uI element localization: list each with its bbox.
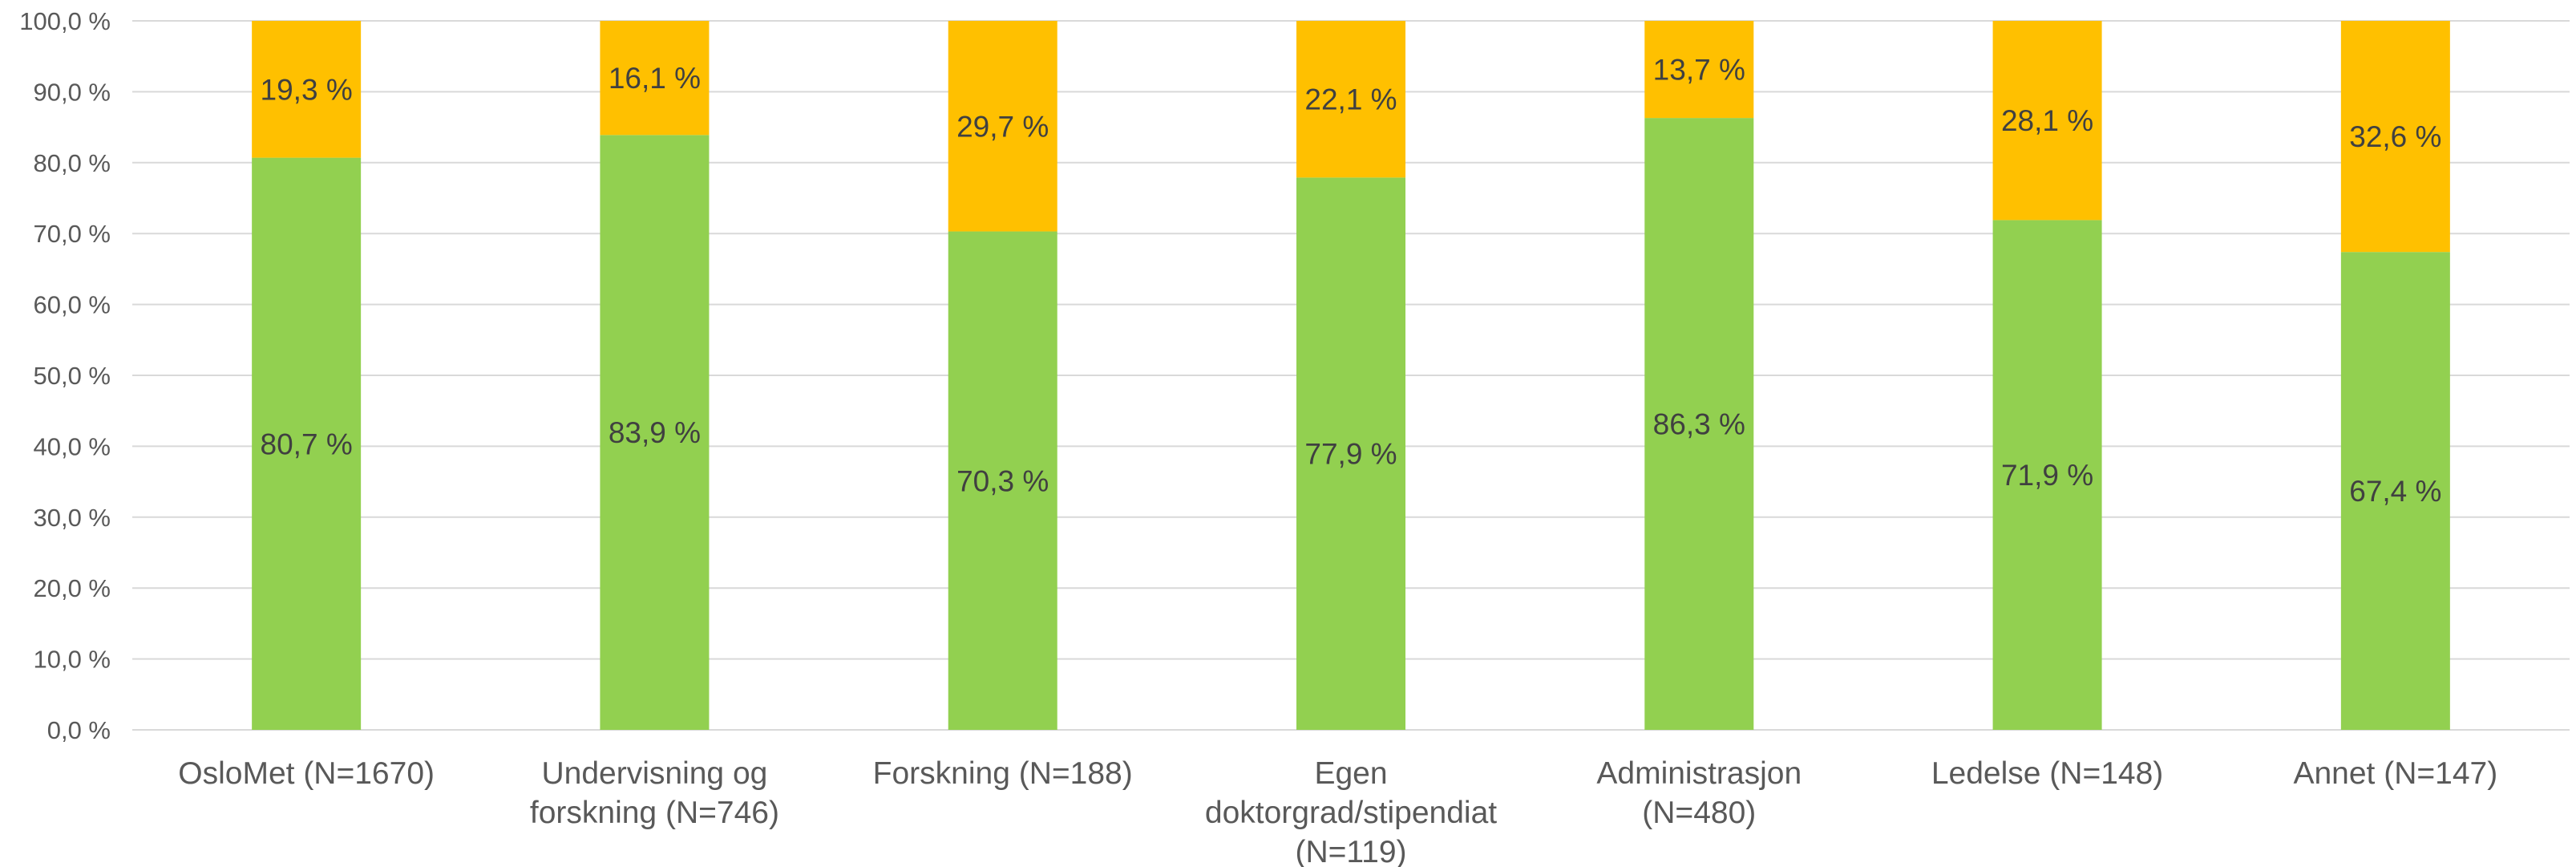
y-tick-label: 100,0 %: [19, 7, 111, 35]
data-label: 80,7 %: [261, 427, 353, 460]
data-label: 22,1 %: [1304, 83, 1397, 116]
bars: [252, 21, 2450, 731]
data-label: 86,3 %: [1653, 408, 1745, 441]
bar-segment-green: [948, 231, 1057, 731]
y-tick-label: 30,0 %: [33, 504, 111, 532]
data-label: 29,7 %: [956, 110, 1049, 143]
x-category-label: Egen: [1314, 756, 1387, 791]
bar-segment-green: [1992, 220, 2102, 730]
bar-segment-orange: [1992, 21, 2102, 221]
y-tick-label: 50,0 %: [33, 362, 111, 390]
bar-segment-green: [1644, 118, 1754, 730]
y-tick-label: 40,0 %: [33, 432, 111, 460]
x-category-label: doktorgrad/stipendiat: [1205, 796, 1497, 830]
y-tick-label: 10,0 %: [33, 646, 111, 674]
x-category-label: (N=480): [1642, 796, 1756, 830]
x-category-label: Ledelse (N=148): [1931, 756, 2163, 791]
x-category-label: Annet (N=147): [2293, 756, 2497, 791]
bar-segment-orange: [948, 21, 1057, 232]
bar-segment-orange: [600, 21, 710, 136]
data-label: 19,3 %: [261, 73, 353, 106]
bar-segment-orange: [1644, 21, 1754, 119]
x-category-label: forskning (N=746): [530, 796, 779, 830]
x-category-label: Undervisning og: [542, 756, 768, 791]
y-tick-label: 70,0 %: [33, 220, 111, 248]
y-tick-label: 0,0 %: [47, 716, 111, 744]
data-label: 16,1 %: [609, 62, 701, 95]
data-labels: 80,7 % 19,3 % 83,9 % 16,1 % 70,3 % 29,7 % 77,9…: [261, 54, 2442, 508]
data-label: 77,9 %: [1304, 438, 1397, 471]
data-label: 83,9 %: [609, 416, 701, 449]
x-axis-categories: OsloMet (N=1670) Undervisning og forskning…: [178, 756, 2497, 867]
y-tick-label: 80,0 %: [33, 149, 111, 177]
y-tick-label: 60,0 %: [33, 291, 111, 319]
bar-segment-green: [252, 157, 362, 730]
x-category-label: Administrasjon: [1596, 756, 1802, 791]
bar-segment-green: [600, 135, 710, 731]
bar-segment-orange: [252, 21, 362, 158]
y-tick-label: 90,0 %: [33, 78, 111, 106]
data-label: 13,7 %: [1653, 54, 1745, 87]
data-label: 67,4 %: [2349, 475, 2441, 508]
y-axis-ticks: 0,0 % 10,0 % 20,0 % 30,0 % 40,0 % 50,0 % 60,0 …: [19, 7, 111, 744]
bar-segment-green: [2340, 252, 2450, 731]
y-tick-label: 20,0 %: [33, 574, 111, 602]
data-label: 28,1 %: [2001, 104, 2093, 137]
data-label: 71,9 %: [2001, 459, 2093, 492]
data-label: 70,3 %: [956, 464, 1049, 497]
x-category-label: OsloMet (N=1670): [178, 756, 435, 791]
x-category-label: (N=119): [1295, 835, 1406, 867]
data-label: 32,6 %: [2349, 120, 2441, 153]
bar-segment-orange: [1296, 21, 1405, 178]
bar-segment-green: [1296, 177, 1405, 730]
x-category-label: Forskning (N=188): [873, 756, 1133, 791]
bar-segment-orange: [2340, 21, 2450, 253]
